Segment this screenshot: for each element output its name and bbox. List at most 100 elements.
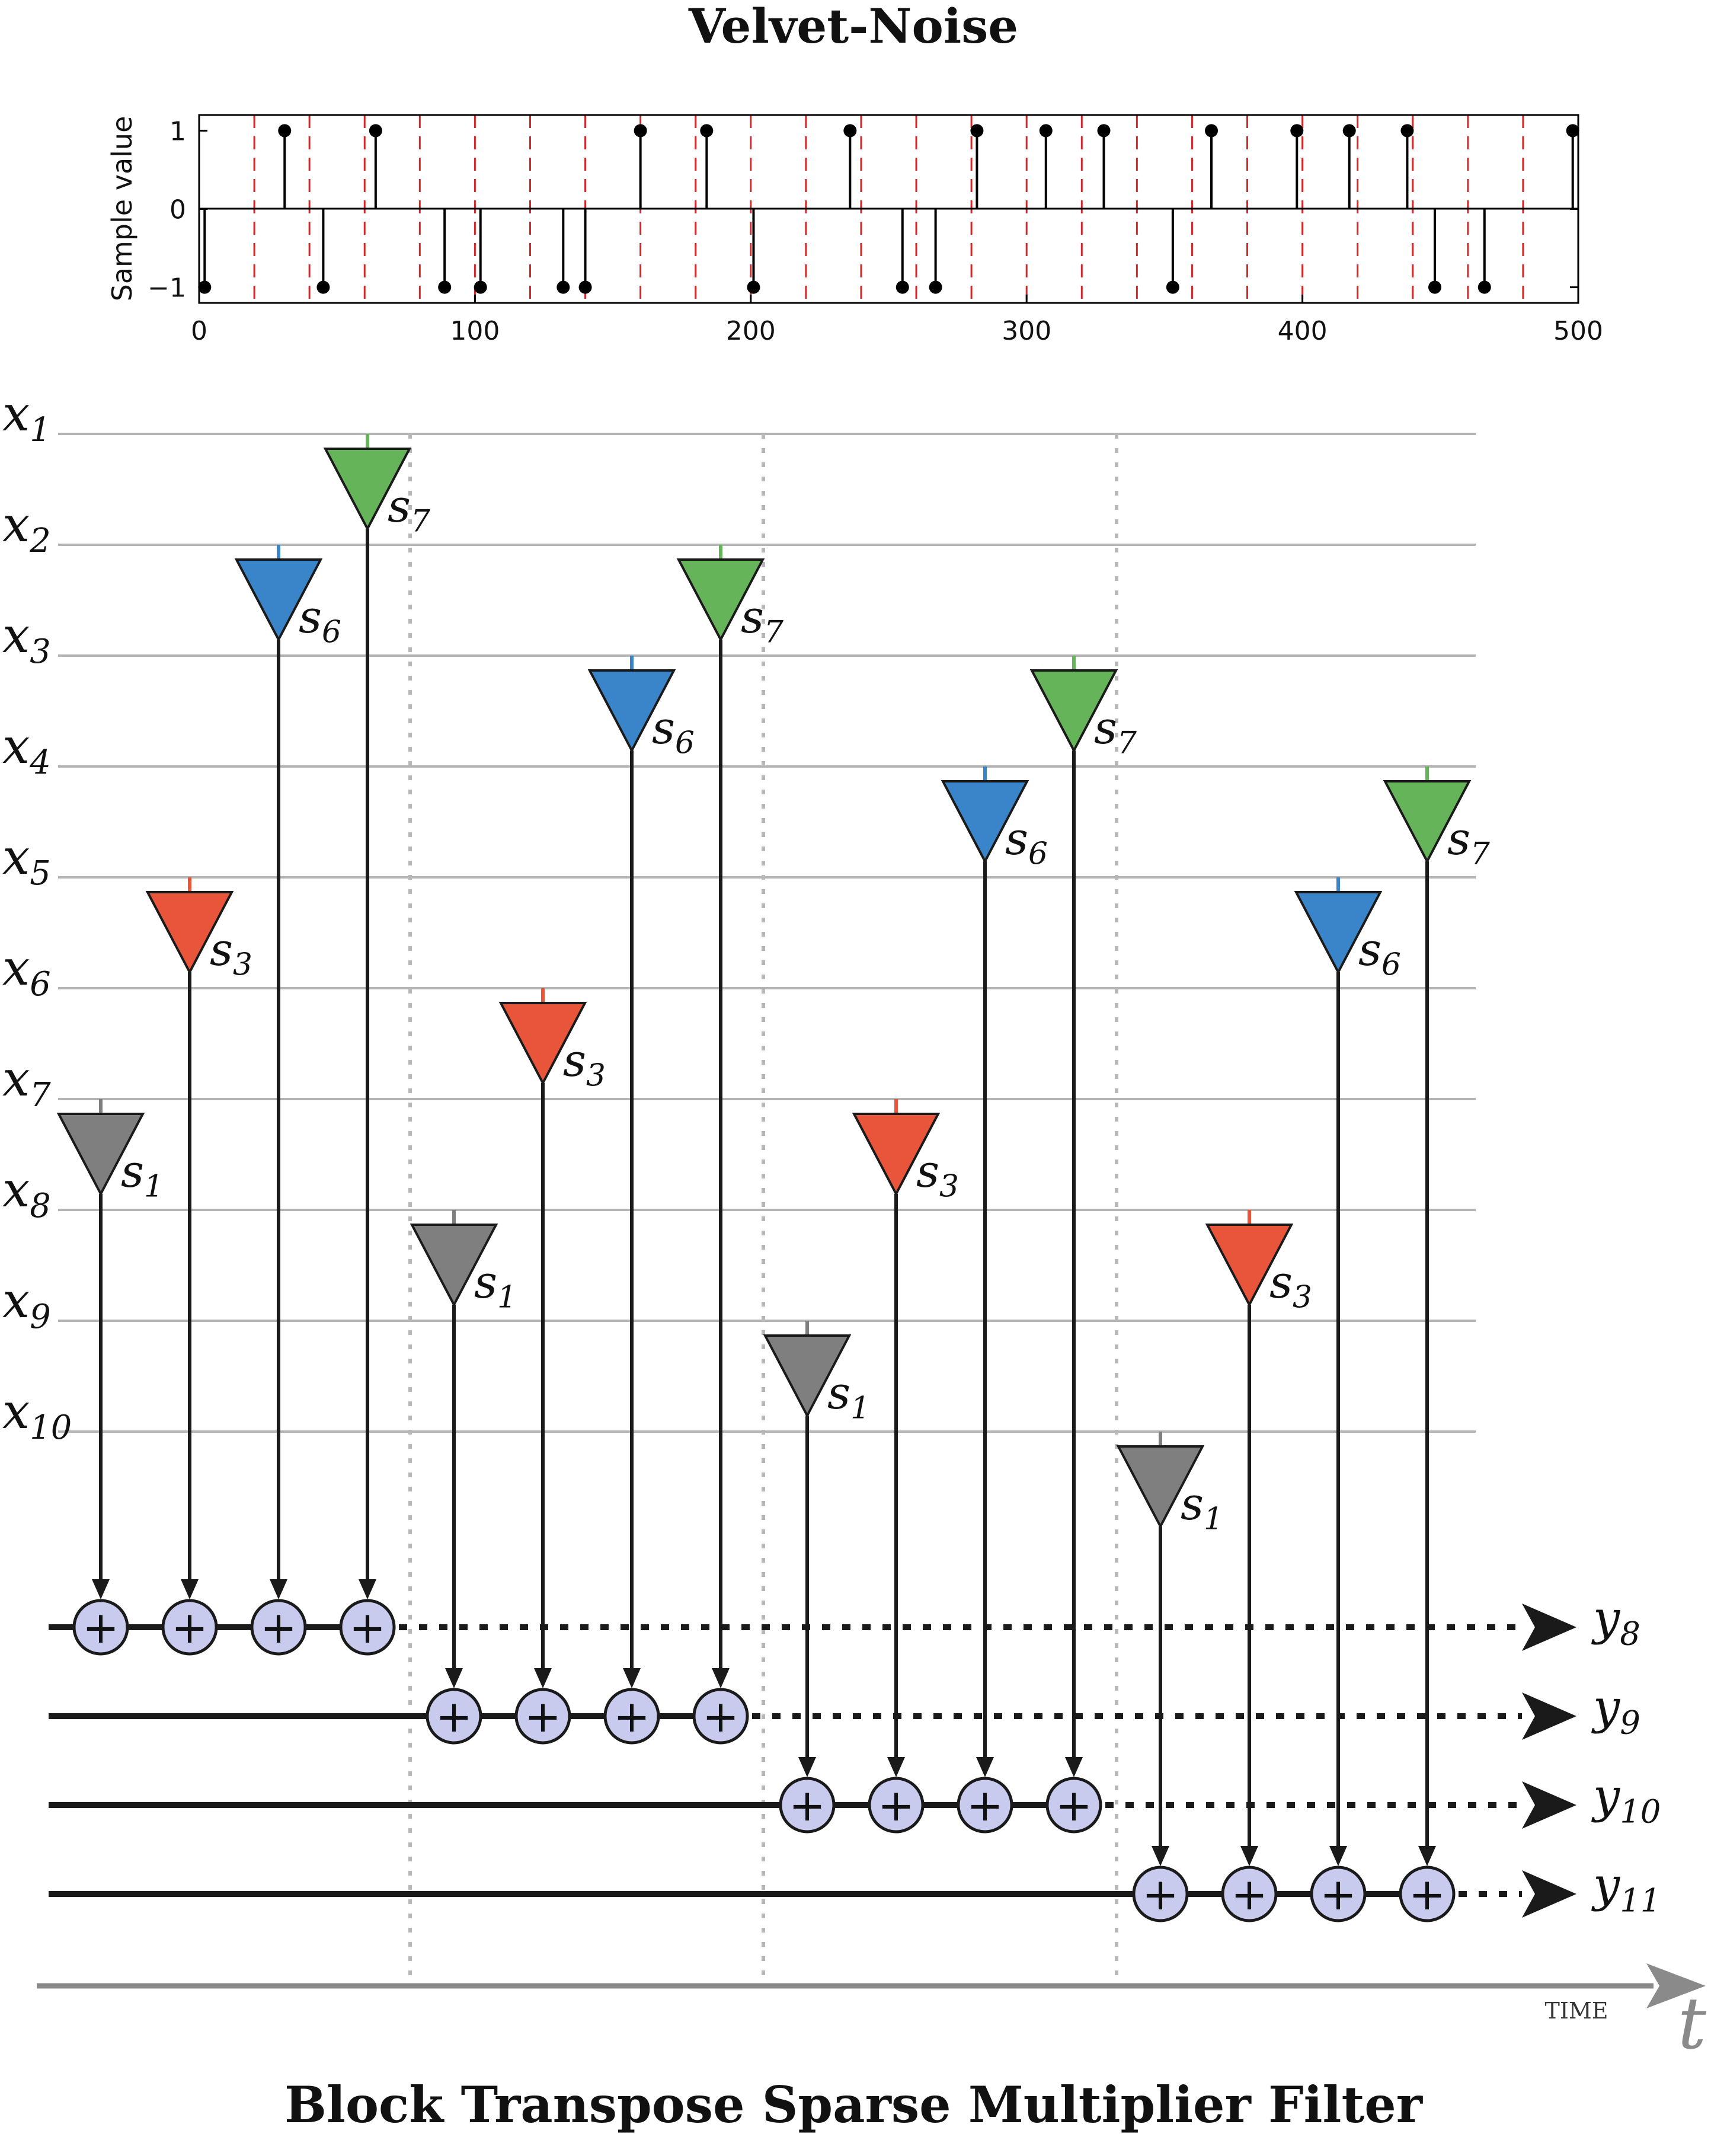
- chart-stem-marker: [843, 124, 857, 138]
- chart-x-tick-label: 100: [450, 316, 500, 346]
- adder-symbol: +: [436, 1691, 472, 1742]
- chart-stem: [1566, 124, 1579, 209]
- output-label: y9: [1591, 1679, 1640, 1742]
- coefficient-label: s6: [652, 701, 695, 761]
- chart-stem: [438, 209, 452, 294]
- multiplier-tap: s6: [234, 545, 341, 1599]
- chart-stem-marker: [557, 280, 570, 294]
- output-arrowhead: [1522, 1781, 1576, 1829]
- chart-stem-marker: [438, 280, 452, 294]
- chart-stem: [1205, 124, 1219, 209]
- adder: +: [1399, 1866, 1456, 1922]
- chart-x-ticks: 0 100 200 300 400 500: [191, 295, 1603, 346]
- multiplier-tap: s1: [1116, 1432, 1223, 1866]
- adder: +: [72, 1599, 129, 1656]
- chart-stem-marker: [634, 124, 647, 138]
- multiplier-tap: s3: [1205, 1210, 1312, 1866]
- output-arrowhead: [1522, 1870, 1576, 1918]
- chart-stem: [634, 124, 647, 209]
- adder: +: [1221, 1866, 1278, 1922]
- output-arrowhead: [1522, 1692, 1576, 1740]
- coefficient-label: s3: [563, 1034, 606, 1094]
- time-axis: TIME t: [37, 1963, 1707, 2065]
- chart-y-tick-label: 1: [169, 116, 186, 146]
- multiplier-triangle: [587, 669, 676, 753]
- coefficient-label: s3: [210, 923, 252, 983]
- multiplier-tap: s3: [145, 877, 252, 1599]
- chart-stem-marker: [970, 124, 984, 138]
- chart-stem-marker: [896, 280, 909, 294]
- chart-stem: [1039, 124, 1053, 209]
- chart-x-tick-label: 200: [726, 316, 776, 346]
- chart-stem-marker: [1205, 124, 1219, 138]
- chart-stem: [1477, 209, 1491, 294]
- chart-stem: [843, 124, 857, 209]
- input-label: x4: [2, 718, 51, 782]
- chart-stem-marker: [1477, 280, 1491, 294]
- chart-stems: [198, 124, 1579, 294]
- multiplier-tap: s1: [410, 1210, 517, 1688]
- block-dividers: [408, 434, 1118, 1983]
- velvet-noise-title: Velvet-Noise: [688, 0, 1018, 54]
- multiplier-triangle: [676, 558, 765, 643]
- chart-stem-marker: [1097, 124, 1111, 138]
- multiplier-triangle: [1116, 1445, 1205, 1529]
- chart-stem: [578, 209, 592, 294]
- adder-symbol: +: [525, 1691, 561, 1742]
- chart-stem: [198, 209, 212, 294]
- output-label: y10: [1591, 1768, 1661, 1831]
- multiplier-tap: s3: [852, 1099, 959, 1777]
- multiplier-tap: s6: [1294, 877, 1401, 1866]
- adders: + + + + + + + + + + + + + + + +: [72, 1599, 1456, 1922]
- chart-stem-marker: [700, 124, 714, 138]
- coefficient-label: s1: [121, 1145, 164, 1205]
- adder: +: [1310, 1866, 1367, 1922]
- chart-stem: [929, 209, 942, 294]
- coefficient-label: s1: [827, 1366, 870, 1426]
- adder-symbol: +: [260, 1602, 297, 1653]
- chart-stem-marker: [929, 280, 942, 294]
- chart-stem-marker: [278, 124, 292, 138]
- adder-symbol: +: [1231, 1869, 1268, 1920]
- adder: +: [1132, 1866, 1189, 1922]
- output-label: y8: [1591, 1590, 1640, 1653]
- coefficient-label: s3: [916, 1145, 959, 1205]
- input-signal-lines: x1 x2 x3 x4 x5 x6 x7 x8 x9 x10: [2, 386, 1476, 1447]
- chart-x-tick-label: 0: [191, 316, 207, 346]
- adder-symbol: +: [967, 1780, 1003, 1831]
- chart-stem-marker: [1342, 124, 1356, 138]
- chart-x-tick-label: 400: [1278, 316, 1328, 346]
- multiplier-triangle: [763, 1334, 852, 1419]
- adder: +: [426, 1688, 482, 1745]
- output-labels: y8 y9 y10 y11: [1591, 1590, 1661, 1919]
- time-axis-symbol: t: [1678, 1983, 1707, 2065]
- chart-x-tick-label: 300: [1002, 316, 1051, 346]
- chart-stem: [1428, 209, 1441, 294]
- multiplier-tap: s7: [1029, 656, 1137, 1777]
- adder: +: [1045, 1777, 1102, 1834]
- chart-stem: [970, 124, 984, 209]
- coefficient-label: s7: [741, 590, 783, 650]
- chart-stem: [1166, 209, 1179, 294]
- adder: +: [514, 1688, 571, 1745]
- adder: +: [957, 1777, 1013, 1834]
- multiplier-triangle: [410, 1224, 498, 1308]
- multiplier-tap: s1: [763, 1321, 870, 1777]
- adder-symbol: +: [171, 1602, 208, 1653]
- multiplier-tap: s1: [56, 1099, 164, 1599]
- chart-stem: [474, 209, 487, 294]
- adder-symbol: +: [1056, 1780, 1092, 1831]
- chart-stem-marker: [1166, 280, 1179, 294]
- chart-stem: [278, 124, 292, 209]
- chart-y-tick-label: 0: [169, 195, 186, 225]
- chart-stem: [1097, 124, 1111, 209]
- coefficient-label: s1: [474, 1256, 517, 1315]
- adder: +: [603, 1688, 660, 1745]
- adder: +: [161, 1599, 218, 1656]
- chart-stem: [1290, 124, 1304, 209]
- adder-symbol: +: [878, 1780, 914, 1831]
- adder: +: [339, 1599, 396, 1656]
- input-label: x1: [2, 386, 51, 449]
